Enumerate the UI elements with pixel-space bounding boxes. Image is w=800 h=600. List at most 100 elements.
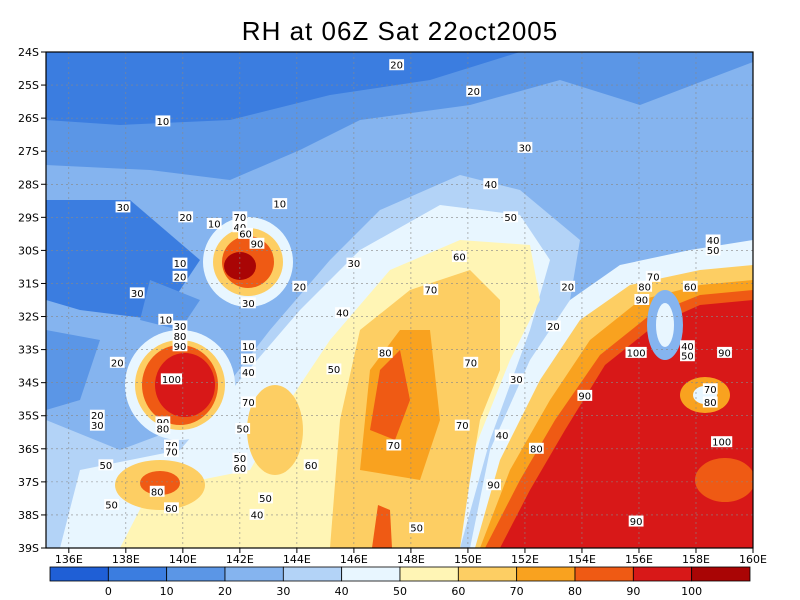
contour-label: 30: [519, 143, 532, 154]
x-tick-label: 154E: [568, 553, 596, 566]
contour-label: 20: [293, 282, 306, 293]
rh-band-10-20c: [46, 330, 100, 410]
y-tick-label: 39S: [18, 542, 39, 555]
contour-label-bg: [109, 356, 125, 368]
colorbar-label: 70: [510, 585, 524, 598]
contour-label-bg: [711, 436, 733, 448]
contour-label-bg: [272, 198, 288, 210]
colorbar-label: 30: [276, 585, 290, 598]
contour-label-bg: [423, 284, 439, 296]
contour-label-bg: [451, 251, 467, 263]
contour-label: 40: [681, 342, 694, 353]
contour-label-bg: [386, 439, 402, 451]
rh-band-10-20b: [140, 280, 200, 330]
y-tick-label: 31S: [18, 277, 39, 290]
colorbar-swatch: [632, 566, 693, 582]
rh-pocket-dry-core: [656, 303, 674, 347]
contour-label: 70: [424, 286, 437, 297]
contour-label-bg: [89, 419, 105, 431]
colorbar-label: 80: [568, 585, 582, 598]
contour-label-bg: [680, 340, 695, 352]
contour-label-bg: [158, 313, 174, 325]
contour-label: 60: [239, 229, 252, 240]
contour-label-bg: [705, 234, 721, 246]
contour-label-bg: [172, 320, 188, 332]
x-tick-label: 146E: [340, 553, 368, 566]
contour-label: 30: [91, 421, 104, 432]
colorbar: 0 10 20 30 40 50 60 70 80 90 100: [49, 566, 751, 598]
x-tick-label: 156E: [625, 553, 653, 566]
contour-label-bg: [249, 237, 265, 249]
y-tick-label: 33S: [18, 344, 39, 357]
y-tick-label: 36S: [18, 443, 39, 456]
contour-label: 90: [630, 517, 643, 528]
contour-label: 10: [157, 117, 170, 128]
x-tick-label: 138E: [112, 553, 140, 566]
contour-label: 50: [681, 352, 694, 363]
contour-label-bg: [155, 422, 171, 434]
contour-label: 80: [174, 332, 187, 343]
y-tick-label: 37S: [18, 476, 39, 489]
contour-label: 30: [131, 289, 144, 300]
contour-label-bg: [528, 442, 544, 454]
contour-label-bg: [517, 141, 533, 153]
contour-label-bg: [454, 419, 470, 431]
contour-label: 70: [233, 213, 246, 224]
x-tick-label: 152E: [511, 553, 539, 566]
contour-label: 20: [547, 322, 560, 333]
x-tick-label: 160E: [739, 553, 767, 566]
contour-label: 30: [348, 259, 361, 270]
rh-band-90-100a: [370, 350, 410, 440]
contour-label-bg: [232, 462, 248, 474]
contour-label: 70: [456, 421, 469, 432]
contour-label-bg: [682, 280, 698, 292]
contour-label: 70: [647, 272, 660, 283]
contour-label-bg: [463, 356, 479, 368]
contour-label: 40: [496, 431, 509, 442]
rh-core-ring-7: [247, 385, 303, 475]
colorbar-label: 100: [681, 585, 702, 598]
contour-label: 50: [105, 501, 118, 512]
contour-label-bg: [164, 502, 179, 514]
contour-label-bg: [335, 307, 350, 319]
contour-label: 70: [387, 441, 400, 452]
rh-band-0-10: [46, 52, 520, 125]
contour-label: 40: [242, 368, 255, 379]
contour-label-bg: [172, 330, 188, 342]
y-axis: 24S 25S 26S 27S 28S 29S 30S 31S 32S 33S 34S 35S 36S 3…: [18, 46, 46, 555]
contour-label-bg: [249, 508, 265, 520]
contour-label: 30: [117, 203, 130, 214]
contour-label-bg: [303, 459, 319, 471]
contour-label: 50: [328, 365, 341, 376]
contour-label: 90: [718, 348, 731, 359]
contour-label-bg: [409, 522, 425, 534]
contour-label-bg: [155, 416, 171, 428]
contour-label: 30: [242, 299, 255, 310]
contour-label-bg: [155, 115, 171, 127]
contour-label-bg: [172, 340, 188, 352]
contour-label: 60: [305, 461, 318, 472]
contour-label: 60: [165, 504, 178, 515]
contour-label-bg: [232, 211, 248, 223]
contour-label: 50: [504, 213, 517, 224]
contour-label: 10: [242, 355, 255, 366]
contour-label-bg: [160, 373, 183, 385]
contour-label: 90: [251, 239, 264, 250]
rh-pocket-moist-2: [695, 458, 753, 502]
contour-label: 20: [91, 411, 104, 422]
colorbar-swatch: [49, 566, 109, 582]
colorbar-swatch: [224, 566, 284, 582]
contour-label: 100: [162, 375, 181, 386]
contour-label-bg: [705, 244, 721, 256]
colorbar-swatch: [166, 566, 226, 582]
contour-label-bg: [625, 346, 647, 358]
contour-label-bg: [164, 439, 179, 451]
colorbar-swatch: [457, 566, 518, 582]
contour-label-bg: [241, 340, 256, 352]
colorbar-label: 60: [451, 585, 465, 598]
contour-label-bg: [172, 257, 188, 269]
contour-label-bg: [238, 227, 253, 239]
y-tick-label: 26S: [18, 112, 39, 125]
contour-label-bg: [149, 485, 165, 497]
contour-label: 100: [627, 348, 646, 359]
